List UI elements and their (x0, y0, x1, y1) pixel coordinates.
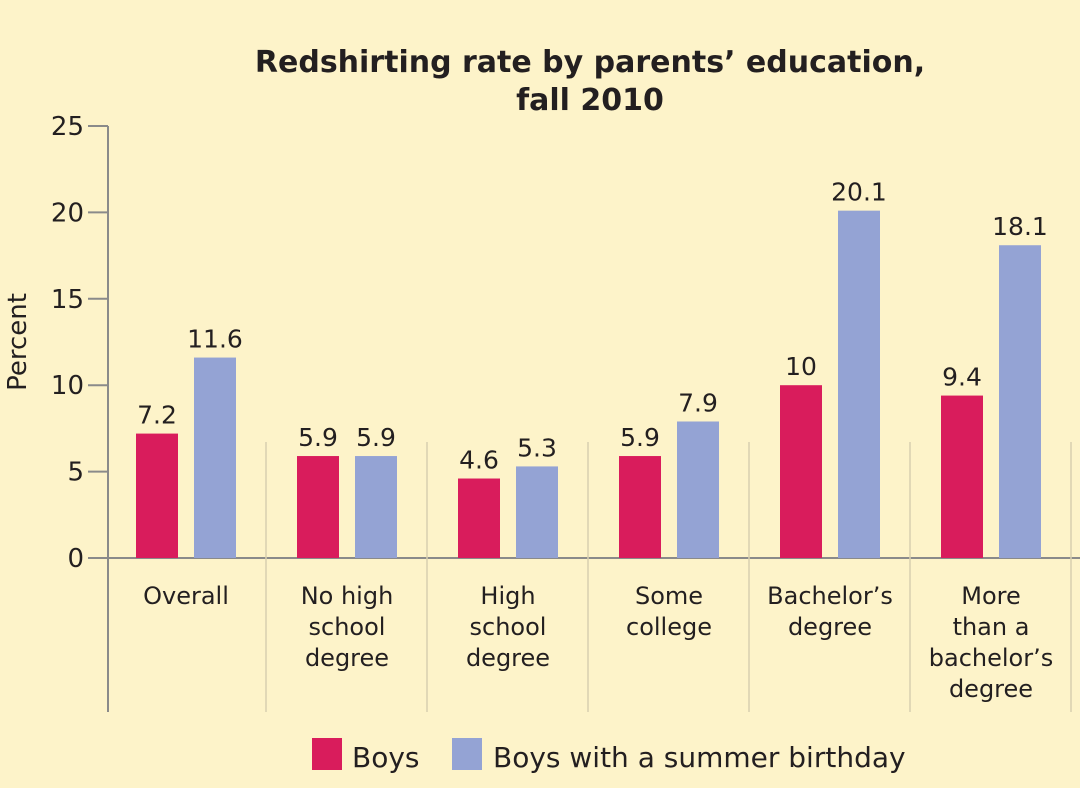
bar-value-label: 11.6 (187, 325, 243, 354)
bar-boys (297, 456, 339, 558)
x-category-label: degree (949, 675, 1033, 703)
bar-value-label: 7.9 (678, 388, 718, 417)
y-tick-label: 20 (51, 198, 84, 228)
bar-boys (941, 395, 983, 558)
chart-title: Redshirting rate by parents’ education,f… (255, 45, 925, 118)
bars: 7.2 5.9 4.6 5.9 10 9.4 11.6 5.9 5.3 7.9 20.1 18.1 (136, 178, 1048, 558)
bar-value-label: 7.2 (137, 401, 177, 430)
bar-value-label: 5.9 (620, 423, 660, 452)
bar-value-label: 5.9 (298, 423, 338, 452)
x-category-label: More (961, 582, 1021, 610)
x-category-label: degree (788, 613, 872, 641)
y-tick-label: 25 (51, 112, 84, 142)
chart-title-line: fall 2010 (516, 83, 664, 118)
bar-boys-summer-birthday (677, 421, 719, 558)
bar-boys-summer-birthday (838, 210, 880, 558)
bar-boys-summer-birthday (194, 357, 236, 558)
bar-boys-summer-birthday (516, 466, 558, 558)
bar-value-label: 18.1 (992, 212, 1048, 241)
x-category-label: degree (305, 644, 389, 672)
x-category-label: Bachelor’s (767, 582, 893, 610)
bar-value-label: 10 (785, 352, 817, 381)
bar-value-label: 5.3 (517, 433, 557, 462)
x-category-label: No high (301, 582, 394, 610)
y-tick-label: 15 (51, 285, 84, 315)
legend-label: Boys with a summer birthday (493, 741, 906, 774)
x-category-label: High (480, 582, 535, 610)
bar-boys-summer-birthday (355, 456, 397, 558)
x-category-label: Overall (143, 582, 229, 610)
legend-swatch (312, 738, 342, 770)
x-category-label: school (470, 613, 547, 641)
y-tick-label: 0 (67, 544, 84, 574)
x-axis-labels: Overall No high school degree High school degr… (143, 582, 1053, 703)
bar-value-label: 4.6 (459, 446, 499, 475)
y-tick-label: 5 (67, 458, 84, 488)
x-category-label: Some (635, 582, 703, 610)
bar-value-label: 20.1 (831, 178, 887, 207)
x-category-label: degree (466, 644, 550, 672)
y-tick-label: 10 (51, 371, 84, 401)
x-category-label: school (309, 613, 386, 641)
bar-boys-summer-birthday (999, 245, 1041, 558)
bar-boys (619, 456, 661, 558)
legend: Boys Boys with a summer birthday (312, 738, 906, 774)
x-category-label: than a (953, 613, 1030, 641)
legend-swatch (452, 738, 482, 770)
bar-boys (780, 385, 822, 558)
bar-boys (136, 433, 178, 558)
bar-value-label: 9.4 (942, 363, 982, 392)
x-category-label: bachelor’s (929, 644, 1053, 672)
bar-boys (458, 478, 500, 558)
bar-value-label: 5.9 (356, 423, 396, 452)
axes: 0 5 10 15 20 25 Percent (3, 112, 1080, 712)
legend-label: Boys (352, 741, 420, 774)
y-axis-title: Percent (3, 293, 33, 391)
x-category-label: college (626, 613, 712, 641)
chart-title-line: Redshirting rate by parents’ education, (255, 45, 925, 80)
